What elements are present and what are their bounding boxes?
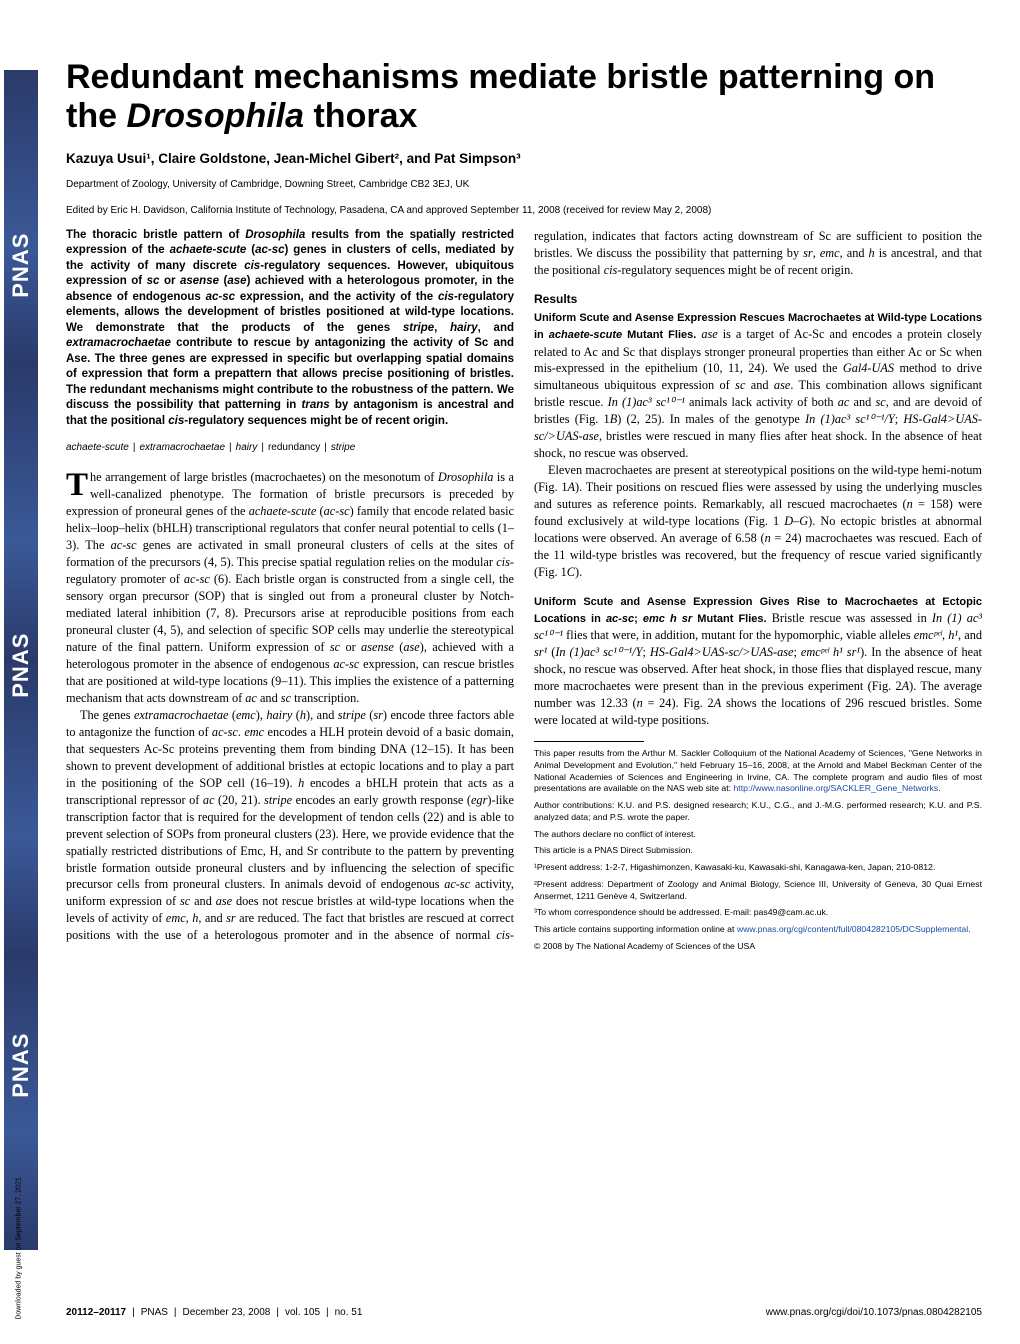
kw-4: redundancy [268,442,320,453]
fn-si-link[interactable]: www.pnas.org/cgi/content/full/0804282105… [737,924,968,934]
fn-addr1: ¹Present address: 1-2-7, Higashimonzen, … [534,862,982,874]
footnote-block: This paper results from the Arthur M. Sa… [534,741,982,952]
footer-date: December 23, 2008 [183,1307,271,1318]
pnas-brand-strip: PNAS PNAS PNAS [4,70,38,1250]
fn-coi: The authors declare no conflict of inter… [534,829,982,841]
footnotes: This paper results from the Arthur M. Sa… [534,748,982,952]
fn-copyright: © 2008 by The National Academy of Scienc… [534,941,982,953]
footer-right: www.pnas.org/cgi/doi/10.1073/pnas.080428… [766,1306,982,1320]
dropcap: T [66,471,88,499]
kw-2: extramacrochaetae [139,442,225,453]
results-2: Uniform Scute and Asense Expression Give… [534,593,982,729]
article-title: Redundant mechanisms mediate bristle pat… [66,58,982,136]
fn-addr2: ²Present address: Department of Zoology … [534,879,982,902]
keywords: achaete-scute|extramacrochaetae|hairy|re… [66,441,514,455]
intro-para-1: The arrangement of large bristles (macro… [66,469,514,707]
results-1: Uniform Scute and Asense Expression Resc… [534,309,982,462]
kw-5: stripe [331,442,355,453]
footer-vol: vol. 105 [285,1307,320,1318]
fn-corresp: ³To whom correspondence should be addres… [534,907,982,919]
pnas-strip-text-2: PNAS [6,633,36,698]
fn-contrib: Author contributions: K.U. and P.S. desi… [534,800,982,823]
two-column-body: The thoracic bristle pattern of Drosophi… [66,228,982,953]
footer-pages: 20112–20117 [66,1307,126,1318]
kw-3: hairy [236,442,258,453]
abstract: The thoracic bristle pattern of Drosophi… [66,228,514,430]
fn-si: This article contains supporting informa… [534,924,982,936]
footer-journal: PNAS [141,1307,168,1318]
affiliation: Department of Zoology, University of Cam… [66,178,982,192]
page-content: Redundant mechanisms mediate bristle pat… [66,0,982,953]
fn-colloquium: This paper results from the Arthur M. Sa… [534,748,982,795]
kw-1: achaete-scute [66,442,129,453]
results-1-p2: Eleven macrochaetes are present at stere… [534,462,982,581]
download-note: Downloaded by guest on September 27, 202… [14,1178,24,1320]
footnote-separator [534,741,644,742]
pnas-strip-text-3: PNAS [6,1033,36,1098]
page-footer: 20112–20117|PNAS|December 23, 2008|vol. … [66,1306,982,1320]
fn-si-text: This article contains supporting informa… [534,924,737,934]
footer-issue: no. 51 [335,1307,363,1318]
title-italic: Drosophila [126,97,304,135]
fn-coll-link[interactable]: http://www.nasonline.org/SACKLER_Gene_Ne… [733,783,938,793]
intro-1-text: he arrangement of large bristles (macroc… [66,470,514,705]
fn-direct: This article is a PNAS Direct Submission… [534,845,982,857]
author-list: Kazuya Usui¹, Claire Goldstone, Jean-Mic… [66,150,982,169]
title-part-2: thorax [304,97,417,135]
editor-line: Edited by Eric H. Davidson, California I… [66,204,982,218]
results-heading: Results [534,291,982,308]
r2-body: Bristle rescue was assessed in In (1) ac… [534,611,982,727]
r1-body: ase is a target of Ac-Sc and encodes a p… [534,327,982,460]
footer-left: 20112–20117|PNAS|December 23, 2008|vol. … [66,1306,362,1320]
pnas-strip-text-1: PNAS [6,233,36,298]
